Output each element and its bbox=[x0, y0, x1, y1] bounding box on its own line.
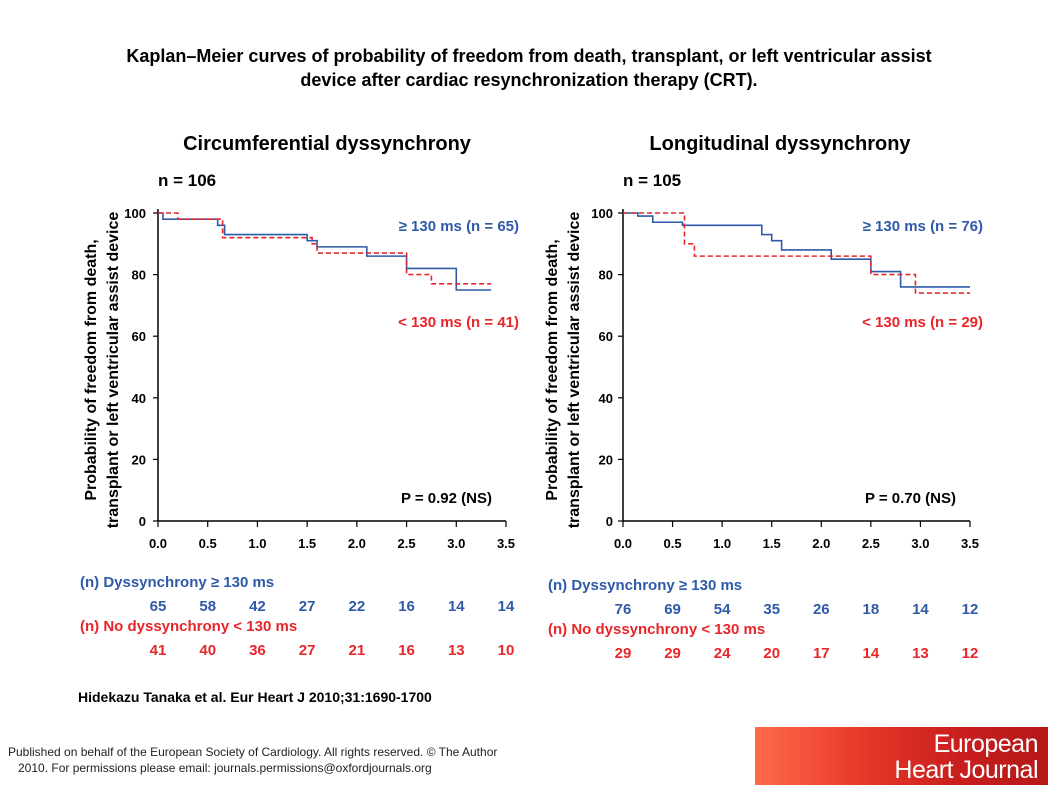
panel2-n-label: n = 105 bbox=[623, 171, 681, 190]
panel1-risk-row2-value: 41 bbox=[150, 642, 167, 659]
panel2-x-tick-label: 3.0 bbox=[911, 536, 929, 551]
panel2-risk-row1-value: 35 bbox=[763, 601, 780, 618]
panel1-legend-ge130: ≥ 130 ms (n = 65) bbox=[399, 218, 519, 235]
panel2-y-tick-label: 0 bbox=[606, 514, 613, 529]
panel2-x-tick-label: 0.0 bbox=[614, 536, 632, 551]
panel2-risk-row2-value: 17 bbox=[813, 645, 830, 662]
panel1-x-tick-label: 2.5 bbox=[398, 536, 416, 551]
panel2-risk-row1-value: 26 bbox=[813, 601, 830, 618]
panel2-risk-row2-value: 29 bbox=[615, 645, 632, 662]
panel1-y-tick-label: 40 bbox=[132, 391, 146, 406]
panel2-risk-row1-value: 14 bbox=[912, 601, 929, 618]
panel1-risk-row1-value: 16 bbox=[398, 598, 415, 615]
citation: Hidekazu Tanaka et al. Eur Heart J 2010;… bbox=[78, 689, 432, 705]
panel1-risk-row2-value: 21 bbox=[349, 642, 366, 659]
panel2-risk-row1-value: 18 bbox=[863, 601, 880, 618]
panel1-risk-row2-value: 10 bbox=[498, 642, 515, 659]
panel1-risk-row1-label: (n) Dyssynchrony ≥ 130 ms bbox=[80, 574, 274, 591]
panel2-ylabel-line2: transplant or left ventricular assist de… bbox=[566, 212, 583, 529]
panel2-curve-lt130 bbox=[623, 212, 970, 294]
panel1-risk-row2-value: 13 bbox=[448, 642, 465, 659]
panel1-ylabel-line2: transplant or left ventricular assist de… bbox=[105, 212, 122, 529]
slide-title-line2: device after cardiac resynchronization t… bbox=[300, 70, 758, 90]
panel1-risk-row1-value: 27 bbox=[299, 598, 316, 615]
panel1-curve-lt130 bbox=[158, 212, 492, 285]
logo-line1: European bbox=[933, 730, 1039, 758]
panel1-ylabel-line1: Probability of freedom from death, bbox=[83, 239, 100, 500]
footer-line2: 2010. For permissions please email: jour… bbox=[18, 761, 432, 775]
slide-title-line1: Kaplan–Meier curves of probability of fr… bbox=[126, 46, 932, 66]
panel2-ylabel-line1: Probability of freedom from death, bbox=[544, 239, 561, 500]
panel1-x-tick-label: 0.5 bbox=[199, 536, 217, 551]
panel2-risk-row1-value: 69 bbox=[664, 601, 681, 618]
panel1-x-tick-label: 3.5 bbox=[497, 536, 515, 551]
journal-logo: European Heart Journal bbox=[755, 727, 1048, 785]
panel1-title: Circumferential dyssynchrony bbox=[183, 133, 472, 155]
panel2-x-tick-label: 2.5 bbox=[862, 536, 880, 551]
panel2-p-value: P = 0.70 (NS) bbox=[865, 490, 956, 507]
panel1-x-tick-label: 1.0 bbox=[248, 536, 266, 551]
panel2-legend-ge130: ≥ 130 ms (n = 76) bbox=[863, 218, 983, 235]
panel2-y-tick-label: 40 bbox=[599, 391, 613, 406]
panel1-legend-lt130: < 130 ms (n = 41) bbox=[398, 314, 519, 331]
panel1-risk-row2-value: 27 bbox=[299, 642, 316, 659]
panel1-x-tick-label: 3.0 bbox=[447, 536, 465, 551]
panel2-y-tick-label: 100 bbox=[591, 206, 613, 221]
panel2-y-tick-label: 20 bbox=[599, 452, 613, 467]
panel1-risk-row2-label: (n) No dyssynchrony < 130 ms bbox=[80, 618, 297, 635]
panel2-x-tick-label: 0.5 bbox=[664, 536, 682, 551]
panel2-x-tick-label: 2.0 bbox=[812, 536, 830, 551]
panel1-x-tick-label: 2.0 bbox=[348, 536, 366, 551]
slide-title: Kaplan–Meier curves of probability of fr… bbox=[20, 44, 1038, 92]
panel2-title: Longitudinal dyssynchrony bbox=[649, 133, 911, 155]
panel1-risk-row1-value: 14 bbox=[448, 598, 465, 615]
panel1-risk-row1-value: 65 bbox=[150, 598, 167, 615]
panel1-y-tick-label: 20 bbox=[132, 452, 146, 467]
panel2-risk-row2-value: 14 bbox=[863, 645, 880, 662]
panel2-risk-row2-value: 29 bbox=[664, 645, 681, 662]
panel1-y-tick-label: 100 bbox=[124, 206, 146, 221]
panel1-risk-row2-value: 36 bbox=[249, 642, 266, 659]
logo-line2: Heart Journal bbox=[894, 756, 1038, 784]
panel2-y-tick-label: 80 bbox=[599, 268, 613, 283]
panel1-risk-row2-value: 40 bbox=[199, 642, 216, 659]
panel2-risk-row1-value: 12 bbox=[962, 601, 979, 618]
panel1-n-label: n = 106 bbox=[158, 171, 216, 190]
panel1-risk-row1-value: 14 bbox=[498, 598, 515, 615]
panel1-x-tick-label: 0.0 bbox=[149, 536, 167, 551]
footer-line1: Published on behalf of the European Soci… bbox=[8, 745, 498, 759]
panel2-risk-row1-value: 76 bbox=[615, 601, 632, 618]
panel2-risk-row1-label: (n) Dyssynchrony ≥ 130 ms bbox=[548, 577, 742, 594]
panel2-risk-row2-value: 12 bbox=[962, 645, 979, 662]
panel2-risk-row1-value: 54 bbox=[714, 601, 731, 618]
copyright-footer: Published on behalf of the European Soci… bbox=[8, 744, 568, 776]
panel2-risk-row2-value: 24 bbox=[714, 645, 731, 662]
panel1-p-value: P = 0.92 (NS) bbox=[401, 490, 492, 507]
panel1-y-tick-label: 0 bbox=[139, 514, 146, 529]
panel1-risk-row1-value: 22 bbox=[349, 598, 366, 615]
panel1-risk-row1-value: 42 bbox=[249, 598, 266, 615]
panel1-y-tick-label: 80 bbox=[132, 268, 146, 283]
panel2-x-tick-label: 3.5 bbox=[961, 536, 979, 551]
panel1-x-tick-label: 1.5 bbox=[298, 536, 316, 551]
panel2-risk-row2-value: 20 bbox=[763, 645, 780, 662]
panel2-risk-row2-label: (n) No dyssynchrony < 130 ms bbox=[548, 621, 765, 638]
panel2-y-tick-label: 60 bbox=[599, 329, 613, 344]
panel2-x-tick-label: 1.0 bbox=[713, 536, 731, 551]
panel1-y-tick-label: 60 bbox=[132, 329, 146, 344]
panel2-legend-lt130: < 130 ms (n = 29) bbox=[862, 314, 983, 331]
panel2-risk-row2-value: 13 bbox=[912, 645, 929, 662]
panel1-risk-row1-value: 58 bbox=[199, 598, 216, 615]
panel2-x-tick-label: 1.5 bbox=[763, 536, 781, 551]
panel1-risk-row2-value: 16 bbox=[398, 642, 415, 659]
